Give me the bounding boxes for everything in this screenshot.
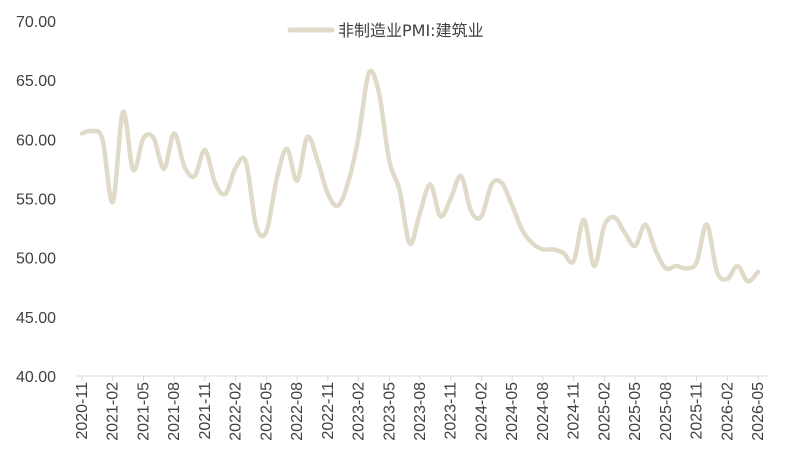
x-tick-label: 2024-08 — [535, 382, 552, 441]
x-tick-label: 2021-11 — [197, 382, 214, 440]
x-axis: 2020-11 2021-02 2021-05 2021-08 2021-11 2022-… — [74, 375, 768, 441]
x-tick-label: 2024-02 — [473, 382, 490, 441]
y-tick-label: 60.00 — [16, 132, 56, 149]
x-tick-label: 2022-05 — [258, 382, 275, 441]
x-tick-label: 2021-02 — [105, 382, 122, 441]
x-tick-label: 2021-05 — [135, 382, 152, 441]
legend-label: 非制造业PMI:建筑业 — [338, 21, 484, 40]
x-tick-label: 2023-08 — [412, 382, 429, 441]
x-tick-label: 2024-05 — [504, 382, 521, 441]
legend: 非制造业PMI:建筑业 — [287, 21, 484, 40]
x-tick-label: 2023-11 — [443, 382, 460, 440]
y-tick-label: 45.00 — [16, 310, 56, 327]
x-tick-label: 2026-05 — [750, 382, 767, 441]
series-line — [79, 68, 761, 284]
y-tick-label: 65.00 — [16, 73, 56, 90]
x-tick-label: 2025-11 — [689, 382, 706, 440]
series-layer — [79, 68, 761, 284]
y-tick-label: 40.00 — [16, 369, 56, 386]
x-tick-label: 2025-08 — [658, 382, 675, 441]
x-tick-label: 2026-02 — [719, 382, 736, 441]
x-tick-label: 2020-11 — [74, 382, 91, 440]
x-tick-label: 2022-02 — [228, 382, 245, 441]
x-tick-label: 2022-08 — [289, 382, 306, 441]
x-tick-label: 2023-05 — [381, 382, 398, 441]
x-tick-label: 2025-02 — [596, 382, 613, 441]
y-tick-label: 50.00 — [16, 251, 56, 268]
x-tick-label: 2021-08 — [166, 382, 183, 441]
x-tick-label: 2022-11 — [320, 382, 337, 440]
x-tick-label: 2024-11 — [566, 382, 583, 440]
y-axis: 40.00 45.00 50.00 55.00 60.00 65.00 70.00 — [16, 14, 56, 386]
x-tick-label: 2025-05 — [627, 382, 644, 441]
y-tick-label: 55.00 — [16, 192, 56, 209]
y-tick-label: 70.00 — [16, 14, 56, 31]
x-tick-label: 2023-02 — [351, 382, 368, 441]
